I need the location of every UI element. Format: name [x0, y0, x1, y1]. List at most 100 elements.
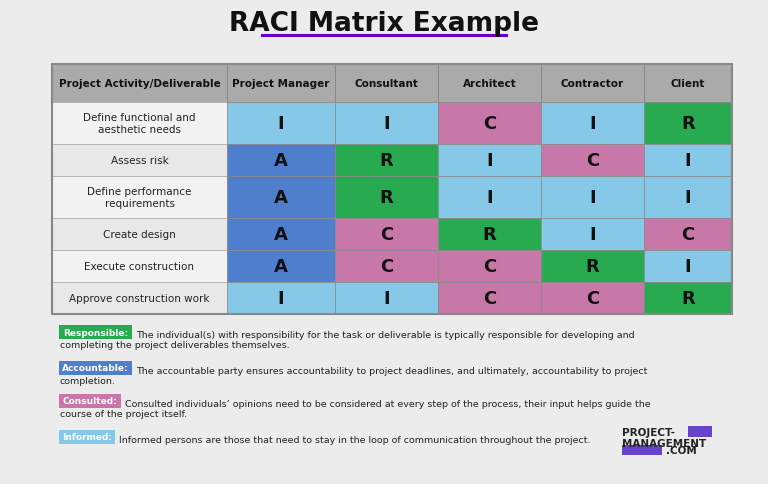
Bar [335, 219, 438, 251]
Text: R: R [681, 289, 695, 307]
Bar [644, 145, 732, 177]
Text: MANAGEMENT: MANAGEMENT [622, 438, 707, 448]
Text: C: C [586, 151, 599, 170]
Text: Create design: Create design [103, 229, 176, 240]
Bar [541, 145, 644, 177]
Bar [227, 177, 335, 219]
Text: Consulted individuals’ opinions need to be considered at every step of the proce: Consulted individuals’ opinions need to … [125, 399, 650, 408]
Text: A: A [274, 257, 288, 275]
Bar [644, 283, 732, 314]
Bar [541, 65, 644, 103]
Bar [335, 251, 438, 283]
Bar [52, 177, 227, 219]
Bar [541, 219, 644, 251]
Text: C: C [681, 226, 694, 243]
Text: C: C [483, 257, 496, 275]
Text: C: C [586, 289, 599, 307]
Bar [52, 219, 227, 251]
Text: I: I [486, 189, 493, 207]
FancyBboxPatch shape [59, 394, 121, 408]
FancyBboxPatch shape [59, 430, 115, 444]
Text: I: I [589, 189, 596, 207]
Bar [644, 65, 732, 103]
Bar [227, 219, 335, 251]
Text: Define functional and
aesthetic needs: Define functional and aesthetic needs [83, 113, 196, 135]
Text: C: C [483, 289, 496, 307]
Text: Define performance
requirements: Define performance requirements [88, 187, 192, 209]
Bar [438, 251, 541, 283]
Text: Consultant: Consultant [355, 79, 419, 89]
Text: I: I [685, 257, 691, 275]
Bar [227, 65, 335, 103]
Text: A: A [274, 226, 288, 243]
Text: Consulted:: Consulted: [63, 397, 118, 406]
Text: Informed:: Informed: [62, 433, 112, 441]
Bar [541, 177, 644, 219]
Text: R: R [681, 115, 695, 133]
Text: R: R [586, 257, 599, 275]
Text: I: I [685, 151, 691, 170]
Text: I: I [383, 115, 390, 133]
Bar [227, 283, 335, 314]
Text: RACI Matrix Example: RACI Matrix Example [229, 11, 539, 37]
Text: I: I [486, 151, 493, 170]
Text: I: I [383, 289, 390, 307]
Bar [644, 103, 732, 145]
Text: Responsible:: Responsible: [63, 328, 128, 337]
Bar [335, 283, 438, 314]
Text: I: I [278, 289, 284, 307]
FancyBboxPatch shape [59, 325, 132, 339]
Text: I: I [589, 115, 596, 133]
Text: C: C [380, 257, 393, 275]
Bar [438, 65, 541, 103]
FancyBboxPatch shape [59, 361, 132, 375]
Text: completing the project deliverables themselves.: completing the project deliverables them… [60, 340, 290, 349]
Text: I: I [589, 226, 596, 243]
Bar [438, 283, 541, 314]
Text: Assess risk: Assess risk [111, 156, 168, 166]
Text: Project Activity/Deliverable: Project Activity/Deliverable [58, 79, 220, 89]
Text: I: I [278, 115, 284, 133]
Text: Approve construction work: Approve construction work [69, 293, 210, 303]
Text: R: R [482, 226, 496, 243]
Text: Client: Client [670, 79, 705, 89]
Bar [52, 145, 227, 177]
Bar [335, 103, 438, 145]
Text: The accountable party ensures accountability to project deadlines, and ultimatel: The accountable party ensures accountabi… [136, 366, 647, 375]
Text: R: R [379, 151, 393, 170]
Text: C: C [380, 226, 393, 243]
Bar [52, 65, 732, 314]
Bar [438, 177, 541, 219]
Text: PROJECT-: PROJECT- [622, 427, 675, 437]
Bar [227, 145, 335, 177]
Bar [541, 251, 644, 283]
Text: A: A [274, 151, 288, 170]
Bar [335, 65, 438, 103]
Bar [644, 251, 732, 283]
Bar [438, 103, 541, 145]
Bar [644, 177, 732, 219]
Text: Architect: Architect [462, 79, 516, 89]
Text: Execute construction: Execute construction [84, 261, 194, 272]
Text: Contractor: Contractor [561, 79, 624, 89]
Text: completion.: completion. [60, 376, 116, 385]
Bar [438, 219, 541, 251]
Bar [52, 251, 227, 283]
Text: Informed persons are those that need to stay in the loop of communication throug: Informed persons are those that need to … [119, 435, 591, 444]
Bar [52, 65, 227, 103]
Bar [438, 145, 541, 177]
Text: R: R [379, 189, 393, 207]
Text: I: I [685, 189, 691, 207]
Bar [335, 145, 438, 177]
Text: course of the project itself.: course of the project itself. [60, 409, 187, 418]
Text: Accountable:: Accountable: [62, 364, 129, 373]
Bar [227, 103, 335, 145]
Text: A: A [274, 189, 288, 207]
Bar [335, 177, 438, 219]
Bar [541, 103, 644, 145]
Text: Project Manager: Project Manager [232, 79, 329, 89]
Bar [227, 251, 335, 283]
Text: The individual(s) with responsibility for the task or deliverable is typically r: The individual(s) with responsibility fo… [136, 330, 635, 339]
Bar [644, 219, 732, 251]
Bar [52, 283, 227, 314]
